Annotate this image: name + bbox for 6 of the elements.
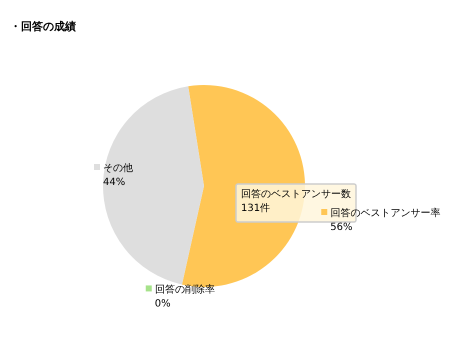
data-label: 56% bbox=[330, 222, 352, 233]
legend-label: 回答のベストアンサー率 bbox=[330, 207, 440, 219]
data-label: 44% bbox=[103, 177, 126, 188]
legend-label: 回答の削除率 bbox=[154, 283, 215, 296]
legend-label: その他 bbox=[103, 162, 133, 174]
chart-title: ・回答の成績 bbox=[10, 20, 76, 33]
